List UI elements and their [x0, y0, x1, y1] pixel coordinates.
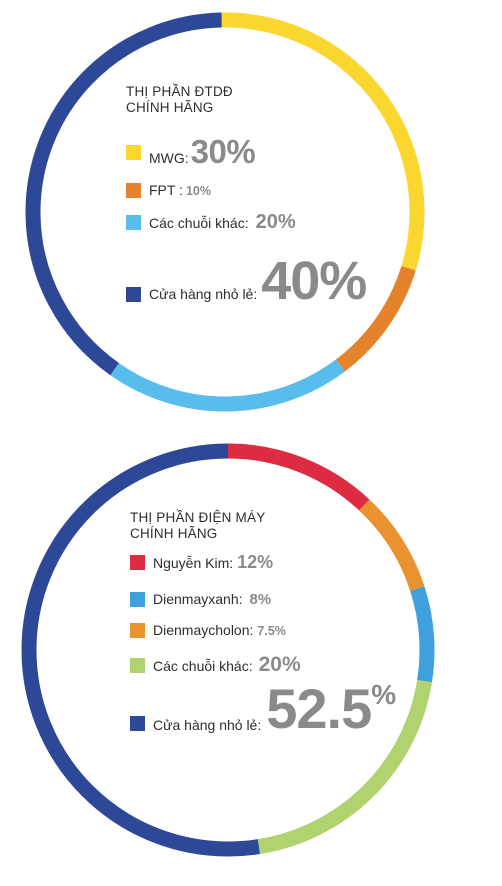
legend-label: Dienmaycholon:	[153, 622, 254, 638]
chart-2-title-line-2: CHÍNH HÃNG	[130, 526, 218, 541]
legend-value: 30%	[190, 133, 256, 170]
donut-segment-c-a-h-ng-nh-l	[25, 12, 425, 412]
legend-item-dienmaycholon: Dienmaycholon: 7.5%	[130, 622, 286, 638]
legend-item-fpt: FPT : 10%	[126, 182, 211, 198]
legend-item-mwg: MWG: 30%	[126, 133, 256, 171]
donut-chart-1	[25, 12, 425, 412]
chart-1: THỊ PHẦN ĐTDĐ CHÍNH HÃNG MWG: 30% FPT : …	[0, 0, 502, 425]
legend-value: 7.5%	[257, 624, 286, 638]
legend-swatch-dienmayxanh	[130, 592, 145, 607]
legend-label: MWG:	[149, 150, 189, 166]
legend-swatch-cac-chuoi-khac-2	[130, 657, 145, 673]
donut-chart-2	[21, 443, 435, 857]
chart-2: THỊ PHẦN ĐIỆN MÁY CHÍNH HÃNG Nguyễn Kim:…	[0, 425, 502, 886]
legend-value: 20%	[258, 653, 301, 676]
legend-label: Nguyễn Kim:	[153, 555, 234, 571]
legend-value-percent-sign: %	[371, 679, 396, 710]
legend-swatch-fpt	[126, 182, 141, 198]
donut-segment-c-c-chu-i-kh-c	[25, 12, 425, 412]
chart-1-title-line-1: THỊ PHẦN ĐTDĐ	[126, 84, 233, 99]
legend-swatch-cua-hang-nho-le-2	[130, 716, 145, 731]
legend-label: Các chuỗi khác:	[149, 215, 249, 231]
legend-swatch-nguyen-kim	[130, 555, 145, 570]
legend-item-cac-chuoi-khac-2: Các chuỗi khác: 20%	[130, 653, 301, 677]
legend-value: 52.5%	[266, 679, 396, 737]
legend-label: Cửa hàng nhỏ lẻ:	[153, 717, 262, 733]
legend-value: 12%	[237, 552, 274, 572]
legend-swatch-dienmaycholon	[130, 622, 145, 638]
legend-item-cua-hang-nho-le-2: Cửa hàng nhỏ lẻ: 52.5%	[130, 679, 396, 737]
chart-2-title-line-1: THỊ PHẦN ĐIỆN MÁY	[130, 510, 266, 525]
donut-segment-c-a-h-ng-nh-l	[21, 443, 435, 857]
legend-label: Cửa hàng nhỏ lẻ:	[149, 286, 258, 302]
legend-value: 40%	[261, 251, 367, 311]
legend-item-dienmayxanh: Dienmayxanh: 8%	[130, 591, 271, 608]
legend-swatch-cac-chuoi-khac	[126, 215, 141, 230]
chart-1-title: THỊ PHẦN ĐTDĐ CHÍNH HÃNG	[126, 84, 233, 116]
legend-value: 8%	[249, 591, 272, 608]
legend-swatch-mwg	[126, 144, 141, 160]
legend-value: 10%	[185, 184, 211, 198]
legend-swatch-cua-hang-nho-le	[126, 287, 141, 302]
legend-label: FPT :	[149, 182, 183, 198]
legend-item-cac-chuoi-khac: Các chuỗi khác: 20%	[126, 211, 296, 234]
donut-segment-dienmaycholon	[21, 443, 435, 857]
legend-value: 20%	[255, 211, 296, 233]
legend-label: Dienmayxanh:	[153, 591, 243, 607]
legend-value-number: 52.5	[266, 677, 372, 740]
legend-item-cua-hang-nho-le: Cửa hàng nhỏ lẻ: 40%	[126, 251, 367, 311]
chart-2-title: THỊ PHẦN ĐIỆN MÁY CHÍNH HÃNG	[130, 510, 265, 542]
legend-label: Các chuỗi khác:	[153, 658, 253, 674]
legend-item-nguyen-kim: Nguyễn Kim: 12%	[130, 552, 273, 573]
chart-1-title-line-2: CHÍNH HÃNG	[126, 100, 214, 115]
